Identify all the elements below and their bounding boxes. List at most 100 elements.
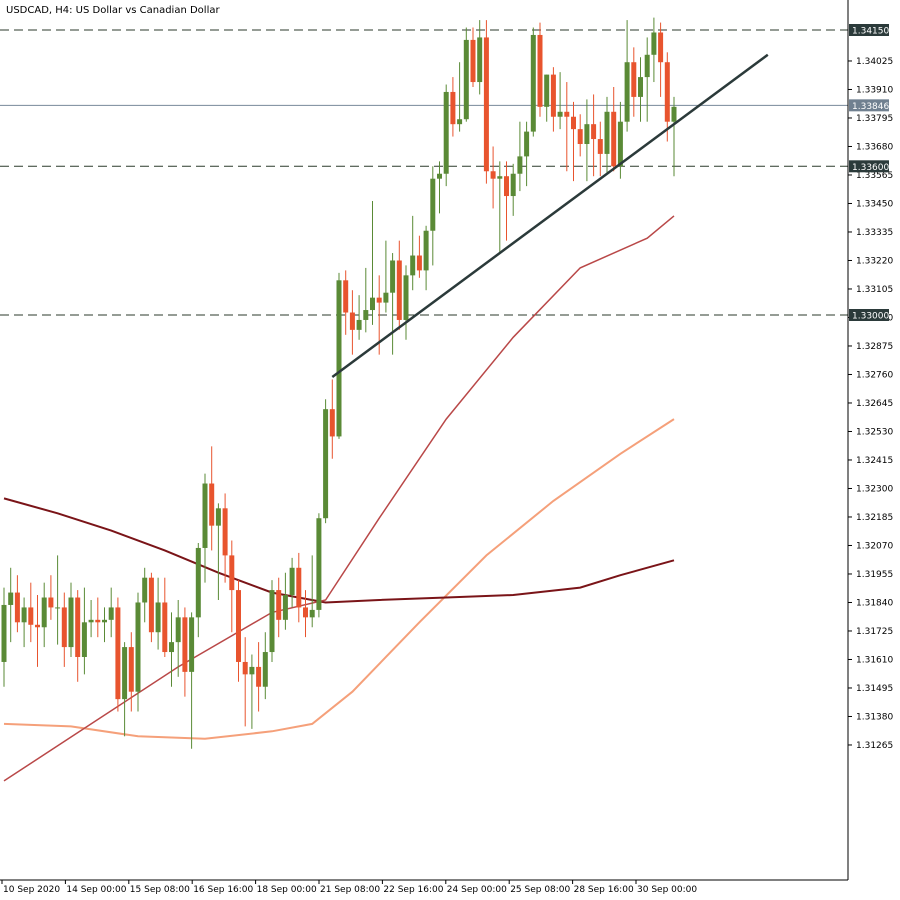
price-tick-label: 1.33795 xyxy=(856,114,893,124)
candle-body xyxy=(215,508,221,526)
candle xyxy=(55,555,61,645)
candle-body xyxy=(450,91,456,125)
candle xyxy=(343,270,349,335)
candle-body xyxy=(309,609,315,618)
candle xyxy=(242,637,248,727)
candle xyxy=(102,607,107,643)
moving-averages xyxy=(3,215,675,782)
candle-body xyxy=(423,230,429,271)
candle xyxy=(584,99,590,182)
candle-body xyxy=(236,590,241,662)
candle-body xyxy=(14,592,20,623)
candle-body xyxy=(457,119,463,125)
price-tick-label: 1.32070 xyxy=(856,541,893,551)
price-tick-label: 1.32875 xyxy=(856,342,893,352)
candle-body xyxy=(356,319,362,330)
candle-body xyxy=(671,106,677,122)
candle xyxy=(597,121,603,177)
candle xyxy=(8,567,14,643)
ascending-trendline[interactable] xyxy=(331,53,769,378)
time-tick-label: 14 Sep 00:00 xyxy=(66,885,126,895)
time-tick-label: 28 Sep 16:00 xyxy=(574,885,634,895)
candle-body xyxy=(363,310,369,320)
candle-body xyxy=(611,111,617,167)
candle-body xyxy=(195,547,201,618)
time-tick-label: 16 Sep 16:00 xyxy=(193,885,253,895)
candle xyxy=(61,592,67,667)
candle-body xyxy=(222,508,228,556)
candle xyxy=(316,513,322,618)
candle xyxy=(363,267,369,333)
candle-body xyxy=(41,597,47,628)
price-tick-label: 1.31955 xyxy=(856,570,893,580)
candle xyxy=(81,587,87,675)
horizontal-levels xyxy=(0,29,848,316)
candle-body xyxy=(490,171,496,179)
candle-body xyxy=(316,518,322,610)
candle xyxy=(396,240,402,330)
candles xyxy=(1,17,677,749)
candle xyxy=(14,575,20,633)
candle-body xyxy=(249,666,255,675)
candle xyxy=(256,642,262,712)
candle-body xyxy=(115,607,121,700)
candle xyxy=(349,290,355,355)
candle-body xyxy=(517,156,523,174)
time-axis-ticks: 10 Sep 2020 14 Sep 00:00 15 Sep 08:00 16 Se… xyxy=(1,880,697,895)
candle-body xyxy=(437,173,442,179)
candle xyxy=(289,557,295,608)
candle xyxy=(309,555,315,628)
price-tag-label: 1.33600 xyxy=(852,163,889,173)
candle-body xyxy=(289,567,295,596)
candle xyxy=(148,572,154,643)
candle xyxy=(524,121,530,187)
candle-body xyxy=(48,597,54,608)
candle xyxy=(169,612,174,687)
candle xyxy=(215,503,221,600)
price-tick-label: 1.32530 xyxy=(856,427,893,437)
candle-body xyxy=(75,597,81,657)
candle xyxy=(189,612,195,749)
candle xyxy=(128,632,134,712)
candle xyxy=(1,587,7,687)
candle-body xyxy=(624,62,630,122)
candle-body xyxy=(544,74,550,107)
candle xyxy=(671,96,677,177)
trendline-layer[interactable] xyxy=(331,53,769,378)
candle xyxy=(631,47,637,117)
price-tag-label: 1.33000 xyxy=(852,312,889,322)
candle-body xyxy=(122,647,128,700)
candle-body xyxy=(1,604,7,662)
candle xyxy=(115,597,121,712)
price-tick-label: 1.33450 xyxy=(856,199,893,209)
candle-body xyxy=(477,37,483,83)
candle xyxy=(611,87,617,172)
candle-body xyxy=(135,602,141,692)
candle xyxy=(202,473,208,583)
candle xyxy=(41,582,47,648)
price-tick-label: 1.33220 xyxy=(856,256,893,266)
candle xyxy=(229,540,235,633)
candle-body xyxy=(162,602,168,653)
candle xyxy=(537,22,543,117)
candle-body xyxy=(497,176,503,179)
candle-body xyxy=(638,77,643,97)
price-tick-label: 1.31265 xyxy=(856,741,893,751)
time-tick-label: 22 Sep 16:00 xyxy=(383,885,443,895)
candle xyxy=(410,215,416,291)
price-tick-label: 1.31610 xyxy=(856,655,893,665)
candle-body xyxy=(8,592,14,605)
candle-body xyxy=(128,647,134,692)
candle-body xyxy=(591,124,597,140)
candle-body xyxy=(564,111,570,117)
candle xyxy=(544,74,550,122)
candle xyxy=(276,577,282,638)
candle-body xyxy=(202,483,208,548)
candle-body xyxy=(410,255,416,276)
candle-body xyxy=(28,607,34,625)
candle xyxy=(329,379,335,459)
candle xyxy=(658,22,664,97)
time-tick-label: 21 Sep 08:00 xyxy=(320,885,380,895)
candle xyxy=(557,72,563,130)
candle-body xyxy=(276,590,282,620)
